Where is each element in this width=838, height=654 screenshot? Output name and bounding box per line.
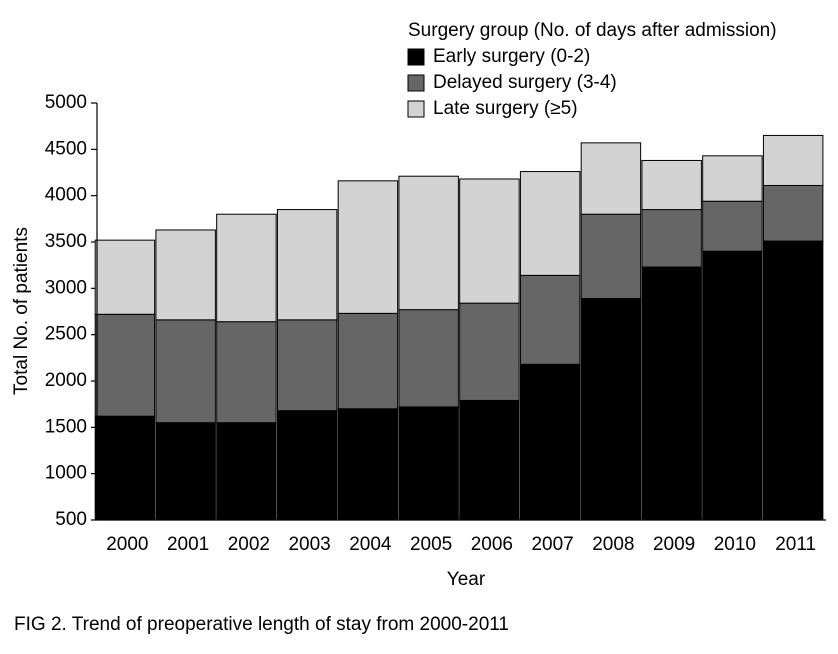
bar-segment	[580, 142, 642, 215]
x-tick-label: 2001	[167, 534, 209, 555]
y-tick-label: 4500	[45, 138, 87, 159]
legend-label: Late surgery (≥5)	[433, 98, 578, 119]
y-tick-label: 500	[55, 509, 87, 530]
legend-swatch	[407, 74, 425, 92]
bar-segment	[94, 239, 156, 315]
bar-segment	[580, 213, 642, 300]
legend-swatch	[407, 48, 425, 66]
bar-segment	[337, 180, 399, 314]
bar-segment	[94, 313, 156, 417]
x-tick-label: 2004	[349, 534, 392, 555]
bar-segment	[337, 312, 399, 410]
x-tick-label: 2003	[288, 534, 330, 555]
bar-segment	[641, 159, 702, 211]
y-tick-label: 2000	[45, 370, 87, 391]
y-tick-label: 5000	[45, 92, 87, 113]
bar-segment	[337, 408, 399, 521]
bar-segment	[702, 155, 763, 202]
bar-segment	[276, 410, 338, 521]
caption: FIG 2. Trend of preoperative length of s…	[14, 614, 509, 635]
bar-segment	[276, 209, 338, 321]
y-axis-label: Total No. of patients	[11, 227, 32, 395]
legend-title: Surgery group (No. of days after admissi…	[408, 20, 777, 41]
legend-label: Delayed surgery (3-4)	[433, 72, 617, 93]
x-tick-label: 2005	[410, 534, 452, 555]
bar-segment	[762, 134, 824, 186]
bar-segment	[519, 274, 581, 365]
x-tick-label: 2009	[653, 534, 695, 555]
x-tick-label: 2011	[775, 534, 816, 555]
x-tick-label: 2006	[471, 534, 513, 555]
bar-segment	[398, 309, 459, 408]
bar-segment	[519, 363, 581, 521]
bar-segment	[398, 406, 459, 521]
y-tick-label: 3000	[45, 277, 87, 298]
x-tick-label: 2000	[106, 534, 148, 555]
x-tick-label: 2008	[592, 534, 634, 555]
x-tick-label: 2007	[531, 534, 573, 555]
bar-segment	[762, 184, 824, 242]
bar-segment	[155, 422, 216, 521]
bar-segment	[519, 171, 581, 276]
x-tick-label: 2002	[228, 534, 270, 555]
bar-segment	[216, 213, 277, 323]
bar-segment	[459, 178, 520, 304]
x-tick-label: 2010	[714, 534, 756, 555]
bar-segment	[155, 229, 216, 321]
y-tick-label: 1500	[45, 416, 87, 437]
y-tick-label: 4000	[45, 185, 87, 206]
bar-segment	[580, 298, 642, 521]
bar-segment	[155, 319, 216, 424]
bar-segment	[762, 240, 824, 521]
bar-segment	[702, 250, 763, 521]
bar-segment	[398, 175, 459, 311]
bar-segment	[641, 266, 702, 521]
bar-segment	[702, 200, 763, 252]
y-tick-label: 2500	[45, 324, 87, 345]
bar-segment	[216, 422, 277, 521]
legend-label: Early surgery (0-2)	[433, 46, 590, 67]
legend-swatch	[407, 100, 425, 118]
bar-segment	[94, 415, 156, 521]
bar-segment	[641, 209, 702, 268]
bar-segment	[459, 399, 520, 521]
bar-segment	[216, 321, 277, 424]
bar-segment	[276, 319, 338, 412]
bar-segment	[459, 302, 520, 401]
x-axis-label: Year	[447, 569, 486, 590]
y-tick-label: 3500	[45, 231, 87, 252]
y-tick-label: 1000	[45, 463, 87, 484]
